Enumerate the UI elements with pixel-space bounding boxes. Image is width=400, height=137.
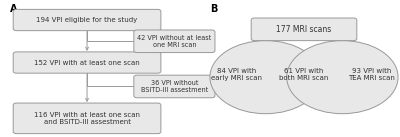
Text: 152 VPI with at least one scan: 152 VPI with at least one scan bbox=[34, 60, 140, 65]
FancyBboxPatch shape bbox=[13, 9, 161, 31]
FancyBboxPatch shape bbox=[13, 103, 161, 134]
FancyBboxPatch shape bbox=[13, 52, 161, 73]
Text: 194 VPI eligible for the study: 194 VPI eligible for the study bbox=[36, 17, 138, 23]
FancyBboxPatch shape bbox=[134, 30, 215, 53]
Text: 93 VPI with
TEA MRI scan: 93 VPI with TEA MRI scan bbox=[348, 68, 395, 81]
Ellipse shape bbox=[210, 41, 321, 114]
Text: 116 VPI with at least one scan
and BSITD-III assestment: 116 VPI with at least one scan and BSITD… bbox=[34, 112, 140, 125]
Text: 36 VPI without
BSITD-III assestment: 36 VPI without BSITD-III assestment bbox=[141, 80, 208, 93]
Text: 84 VPI with
early MRI scan: 84 VPI with early MRI scan bbox=[211, 68, 262, 81]
FancyBboxPatch shape bbox=[134, 75, 215, 98]
Text: 177 MRI scans: 177 MRI scans bbox=[276, 25, 332, 34]
Text: A: A bbox=[10, 4, 18, 14]
Text: 61 VPI with
both MRI scan: 61 VPI with both MRI scan bbox=[279, 68, 329, 81]
Text: 42 VPI without at least
one MRI scan: 42 VPI without at least one MRI scan bbox=[137, 35, 212, 48]
Ellipse shape bbox=[287, 41, 398, 114]
Text: B: B bbox=[210, 4, 217, 14]
FancyBboxPatch shape bbox=[251, 18, 357, 41]
